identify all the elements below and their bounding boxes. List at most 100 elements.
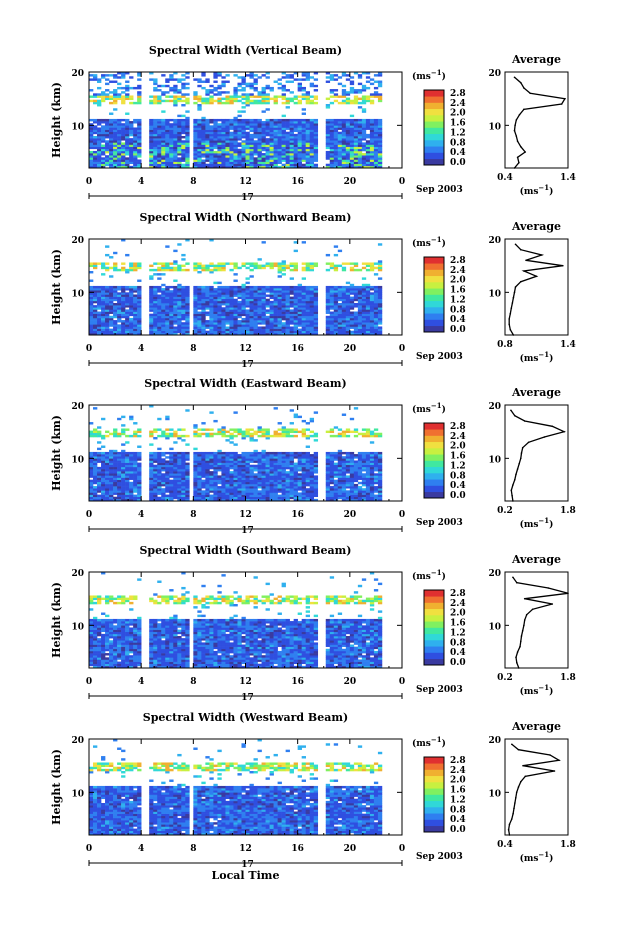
heatmap-cell: [109, 332, 114, 336]
heatmap-cell: [185, 136, 190, 139]
heatmap-cell: [357, 150, 363, 154]
heatmap-cell: [277, 146, 282, 150]
heatmap-cell: [125, 127, 130, 130]
heatmap-cell: [169, 486, 174, 489]
heatmap-cell: [181, 121, 186, 124]
heatmap-cell: [233, 305, 238, 308]
heatmap-cell: [237, 481, 242, 485]
heatmap-cell: [357, 123, 363, 126]
heatmap-cell: [209, 317, 214, 321]
heatmap-cell: [137, 78, 142, 81]
heatmap-cell: [237, 76, 242, 79]
heatmap-cell: [169, 432, 174, 436]
heatmap-cell: [201, 97, 206, 101]
heatmap-cell: [173, 157, 178, 160]
heatmap-cell: [121, 424, 126, 427]
heatmap-cell: [293, 125, 298, 128]
heatmap-cell: [109, 315, 114, 319]
heatmap-cell: [301, 290, 306, 293]
heatmap-cell: [377, 157, 383, 160]
heatmap-cell: [149, 118, 154, 122]
heatmap-cell: [269, 155, 274, 158]
heatmap-cell: [165, 298, 170, 302]
heatmap-cell: [301, 127, 306, 130]
heatmap-cell: [93, 315, 98, 319]
heatmap-cell: [257, 101, 262, 105]
heatmap-cell: [97, 494, 102, 498]
heatmap-cell: [273, 136, 278, 139]
heatmap-cell: [201, 326, 206, 329]
heatmap-cell: [137, 456, 142, 459]
heatmap-cell: [313, 125, 319, 128]
heatmap-cell: [205, 288, 210, 291]
heatmap-cell: [125, 86, 130, 90]
heatmap-cell: [265, 300, 270, 304]
heatmap-cell: [241, 320, 246, 323]
heatmap-cell: [369, 266, 375, 270]
heatmap-cell: [249, 121, 254, 124]
heatmap-cell: [289, 322, 294, 325]
heatmap-cell: [213, 74, 218, 77]
heatmap-cell: [129, 458, 134, 461]
heatmap-cell: [97, 451, 102, 455]
heatmap-cell: [197, 99, 202, 103]
heatmap-cell: [365, 72, 371, 75]
heatmap-cell: [109, 328, 114, 332]
heatmap-cell: [161, 110, 166, 113]
heatmap-cell: [373, 157, 379, 160]
heatmap-cell: [217, 469, 222, 472]
heatmap-cell: [125, 292, 130, 295]
heatmap-cell: [165, 437, 170, 440]
heatmap-cell: [133, 146, 138, 150]
heatmap-cell: [93, 492, 98, 495]
heatmap-cell: [181, 300, 186, 304]
heatmap-cell: [129, 486, 134, 489]
heatmap-cell: [209, 486, 214, 489]
heatmap-cell: [205, 320, 210, 323]
heatmap-cell: [337, 303, 343, 306]
heatmap-cell: [289, 133, 294, 137]
heatmap-cell: [245, 322, 250, 325]
heatmap-cell: [121, 324, 126, 327]
heatmap-cell: [337, 121, 343, 124]
heatmap-cell: [261, 95, 266, 98]
heatmap-cell: [225, 142, 230, 145]
heatmap-cell: [281, 118, 286, 122]
heatmap-cell: [101, 307, 106, 310]
heatmap-cell: [185, 125, 190, 128]
heatmap-cell: [309, 328, 315, 332]
heatmap-cell: [253, 140, 258, 143]
heatmap-cell: [289, 317, 294, 321]
heatmap-cell: [269, 264, 274, 268]
heatmap-cell: [297, 324, 302, 327]
heatmap-cell: [349, 121, 355, 124]
heatmap-cell: [329, 266, 335, 270]
heatmap-cell: [213, 496, 218, 500]
heatmap-cell: [213, 136, 218, 139]
heatmap-cell: [149, 138, 154, 141]
heatmap-cell: [273, 159, 278, 162]
heatmap-cell: [169, 481, 174, 485]
heatmap-cell: [329, 332, 335, 336]
heatmap-cell: [101, 466, 106, 470]
heatmap-cell: [253, 78, 258, 81]
heatmap-cell: [221, 315, 226, 319]
heatmap-cell: [297, 123, 302, 126]
heatmap-cell: [233, 486, 238, 489]
heatmap-cell: [89, 296, 94, 300]
heatmap-cell: [265, 72, 270, 75]
heatmap-cell: [237, 114, 242, 118]
heatmap-cell: [193, 78, 198, 81]
heatmap-cell: [333, 290, 339, 293]
heatmap-cell: [245, 471, 250, 474]
heatmap-cell: [357, 296, 363, 300]
heatmap-cell: [185, 153, 190, 156]
heatmap-cell: [249, 127, 254, 130]
heatmap-cell: [217, 91, 222, 94]
heatmap-cell: [205, 142, 210, 145]
heatmap-cell: [361, 294, 367, 297]
heatmap-cell: [169, 127, 174, 130]
heatmap-cell: [373, 298, 379, 302]
heatmap-cell: [105, 486, 110, 489]
heatmap-cell: [125, 305, 130, 308]
